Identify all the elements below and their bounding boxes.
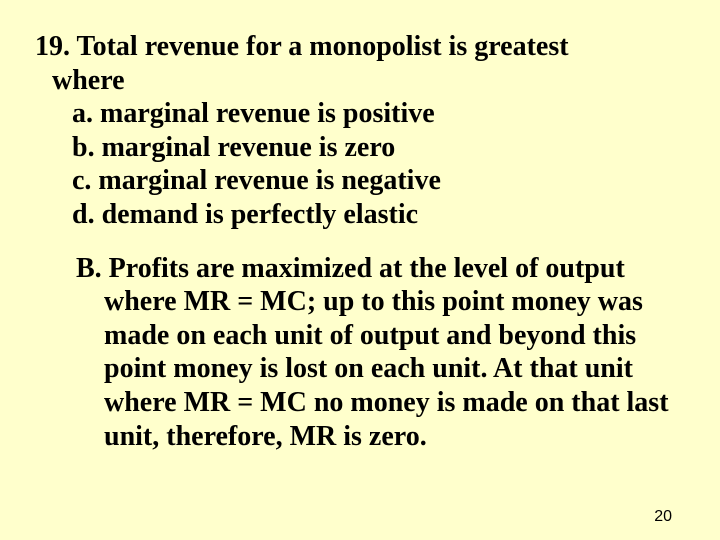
question-stem-line2: where bbox=[30, 64, 690, 98]
answer-text: B. Profits are maximized at the level of… bbox=[58, 252, 680, 454]
option-b: b. marginal revenue is zero bbox=[30, 131, 690, 165]
question-stem-line1: 19. Total revenue for a monopolist is gr… bbox=[35, 30, 690, 64]
page-number: 20 bbox=[654, 508, 672, 526]
option-d: d. demand is perfectly elastic bbox=[30, 198, 690, 232]
answer-block: B. Profits are maximized at the level of… bbox=[30, 252, 690, 454]
option-a: a. marginal revenue is positive bbox=[30, 97, 690, 131]
slide-container: 19. Total revenue for a monopolist is gr… bbox=[0, 0, 720, 540]
question-block: 19. Total revenue for a monopolist is gr… bbox=[30, 30, 690, 232]
option-c: c. marginal revenue is negative bbox=[30, 164, 690, 198]
